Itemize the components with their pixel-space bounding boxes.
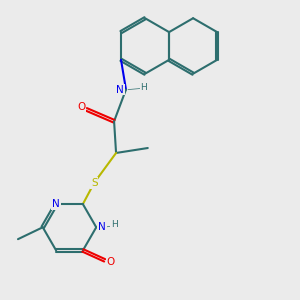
Text: O: O [77, 102, 86, 112]
Text: N: N [52, 199, 60, 209]
Text: H: H [140, 83, 147, 92]
Text: S: S [91, 178, 98, 188]
Text: N: N [98, 222, 106, 232]
Text: N: N [116, 85, 124, 94]
Text: O: O [106, 257, 115, 267]
Text: H: H [111, 220, 118, 229]
